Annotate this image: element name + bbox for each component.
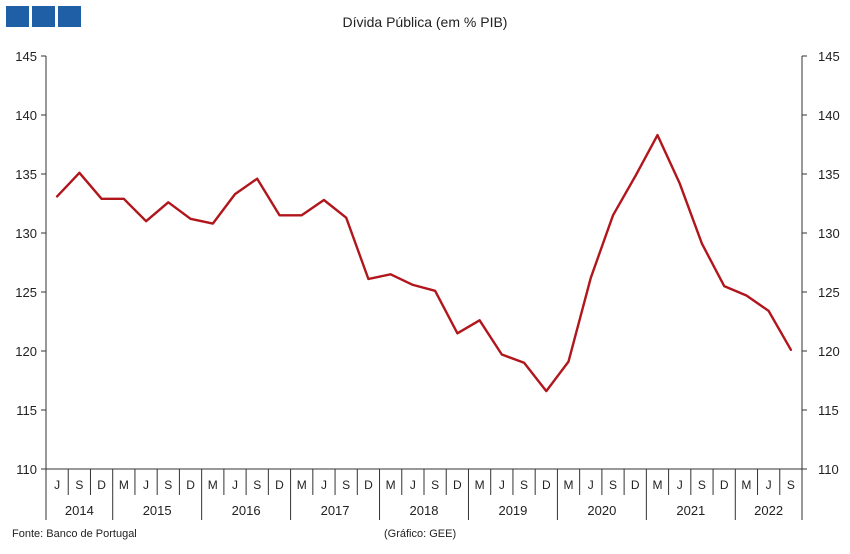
chart-credit: (Gráfico: GEE) [384,528,457,540]
y-tick-label-left: 130 [15,226,37,241]
x-year-label: 2017 [321,503,350,518]
x-month-label: D [186,478,195,492]
x-month-label: S [698,478,706,492]
x-month-label: D [542,478,551,492]
y-tick-label-right: 110 [818,462,839,477]
x-year-label: 2020 [587,503,616,518]
x-month-label: S [75,478,83,492]
series-layer [55,133,793,393]
source-note: Fonte: Banco de Portugal [12,528,137,540]
x-month-label: S [609,478,617,492]
x-month-label: D [364,478,373,492]
x-month-label: D [631,478,640,492]
x-year-label: 2019 [498,503,527,518]
y-tick-label-left: 115 [16,403,37,418]
x-month-label: D [97,478,106,492]
y-tick-label-right: 135 [818,167,840,182]
series-line [55,133,793,393]
x-month-label: S [164,478,172,492]
y-tick-label-left: 125 [15,285,37,300]
y-tick-label-right: 140 [818,108,840,123]
x-year-label: 2014 [65,503,94,518]
x-month-label: D [275,478,284,492]
x-month-label: J [321,478,327,492]
logo-block [6,6,29,27]
y-tick-label-right: 120 [818,344,840,359]
x-year-label: 2016 [232,503,261,518]
x-month-label: S [431,478,439,492]
y-tick-label-right: 145 [818,49,840,64]
y-tick-label-left: 135 [15,167,37,182]
logo-block [58,6,81,27]
x-year-label: 2022 [754,503,783,518]
logo-blocks-icon [6,6,81,27]
y-tick-label-right: 115 [818,403,839,418]
chart-axes: 110 110 115 115 120 120 125 125 130 130 135 135 140 1… [15,49,840,520]
x-month-label: J [677,478,683,492]
y-tick-label-left: 110 [16,462,37,477]
x-month-label: M [564,478,574,492]
x-month-label: M [652,478,662,492]
x-month-label: M [386,478,396,492]
logo-block [32,6,55,27]
y-tick-label-left: 120 [15,344,37,359]
y-tick-label-right: 125 [818,285,840,300]
x-year-label: 2015 [143,503,172,518]
x-month-label: J [232,478,238,492]
x-month-label: M [475,478,485,492]
x-month-label: J [766,478,772,492]
x-month-label: J [143,478,149,492]
y-tick-label-right: 130 [818,226,840,241]
x-month-label: S [520,478,528,492]
x-month-label: J [410,478,416,492]
x-month-label: M [119,478,129,492]
x-month-label: D [453,478,462,492]
x-month-label: D [720,478,729,492]
x-month-label: S [342,478,350,492]
x-month-label: J [499,478,505,492]
x-month-label: J [54,478,60,492]
x-year-label: 2018 [410,503,439,518]
x-month-label: S [787,478,795,492]
x-month-label: J [588,478,594,492]
chart-title: Dívida Pública (em % PIB) [343,14,508,30]
y-tick-label-left: 140 [15,108,37,123]
x-month-label: M [741,478,751,492]
x-month-label: M [297,478,307,492]
x-month-label: S [253,478,261,492]
x-month-label: M [208,478,218,492]
x-year-label: 2021 [676,503,705,518]
y-tick-label-left: 145 [15,49,37,64]
